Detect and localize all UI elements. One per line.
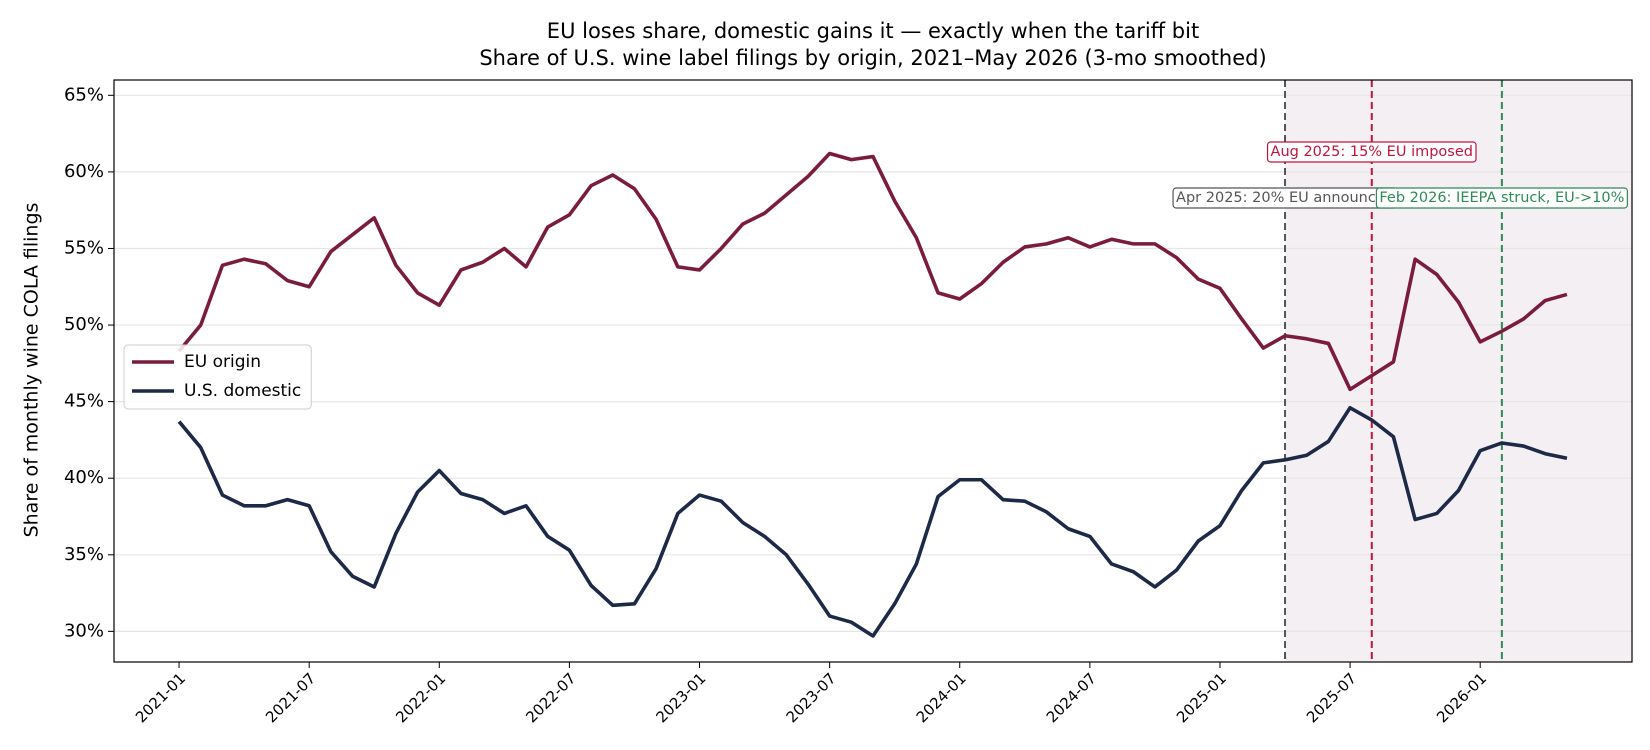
- x-tick-label: 2025-01: [1173, 669, 1230, 726]
- legend: EU origin U.S. domestic: [123, 344, 312, 410]
- x-tick-label: 2023-01: [652, 669, 709, 726]
- x-tick-label: 2025-07: [1303, 669, 1360, 726]
- series-line: [177, 405, 1568, 638]
- event-annotation: Apr 2025: 20% EU announced: [1172, 187, 1398, 209]
- y-tick-label: 60%: [64, 161, 104, 182]
- annotation-box: [1375, 187, 1628, 209]
- annotation-label: Feb 2026: IEEPA struck, EU->10%: [1379, 190, 1624, 206]
- x-tick-label: 2022-01: [392, 669, 449, 726]
- annotation-box: [1266, 141, 1477, 163]
- plot-frame: [113, 79, 1633, 663]
- y-tick-label: 40%: [64, 467, 104, 488]
- y-tick-label: 50%: [64, 314, 104, 335]
- x-tick-label: 2021-01: [132, 669, 189, 726]
- x-tick-label: 2024-07: [1043, 669, 1100, 726]
- series-line: [177, 151, 1568, 392]
- annotation-label: Aug 2025: 15% EU imposed: [1271, 144, 1473, 160]
- chart-subtitle: Share of U.S. wine label filings by orig…: [479, 46, 1266, 70]
- y-tick-label: 35%: [64, 544, 104, 565]
- event-annotation: Feb 2026: IEEPA struck, EU->10%: [1375, 187, 1628, 209]
- x-tick-label: 2023-07: [783, 669, 840, 726]
- annotation-label: Apr 2025: 20% EU announced: [1176, 190, 1394, 206]
- x-tick-label: 2021-07: [262, 669, 319, 726]
- y-tick-label: 45%: [64, 391, 104, 412]
- x-tick-label: 2026-01: [1433, 669, 1490, 726]
- y-tick-label: 30%: [64, 620, 104, 641]
- shaded-period: [1285, 80, 1632, 662]
- chart-title: EU loses share, domestic gains it — exac…: [547, 19, 1199, 43]
- y-axis-label: Share of monthly wine COLA filings: [21, 203, 43, 538]
- y-tick-label: 55%: [64, 237, 104, 258]
- x-tick-label: 2022-07: [522, 669, 579, 726]
- legend-label: EU origin: [184, 352, 261, 372]
- y-tick-label: 65%: [64, 84, 104, 105]
- event-annotation: Aug 2025: 15% EU imposed: [1266, 141, 1477, 163]
- legend-label: U.S. domestic: [184, 381, 301, 401]
- x-tick-label: 2024-01: [913, 669, 970, 726]
